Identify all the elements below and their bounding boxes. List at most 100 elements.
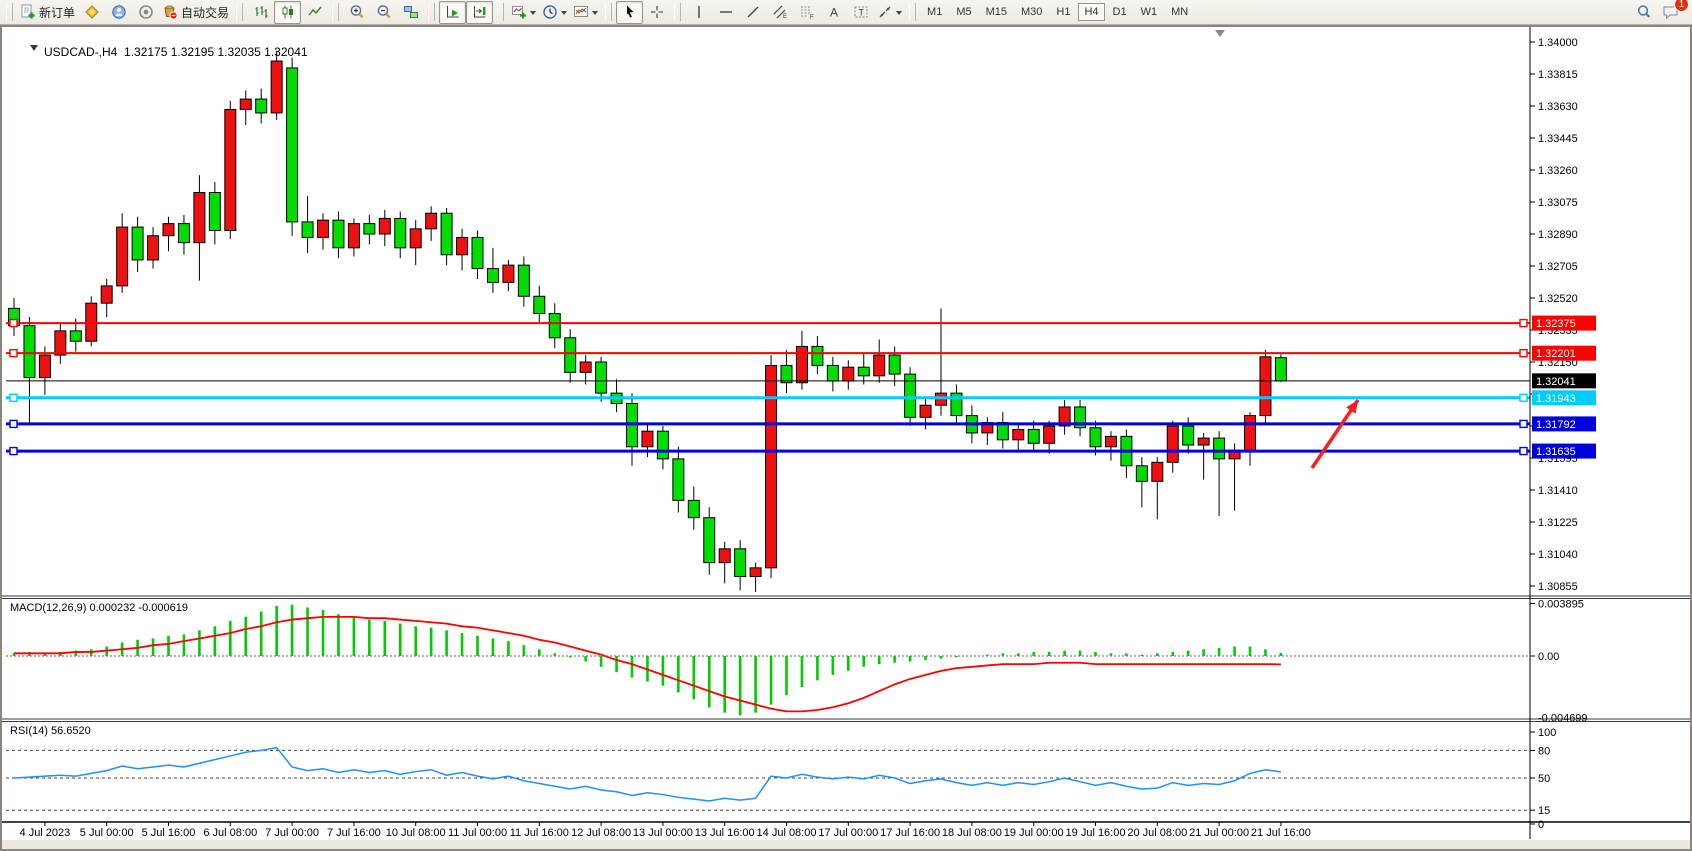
fibonacci-icon: F [800, 6, 814, 21]
horizontal-line[interactable] [6, 419, 1530, 429]
chart-window[interactable]: 1.34000 1.33815 1.33630 1.33445 1.33260 1.330… [0, 25, 1692, 851]
vertical-line-button[interactable] [685, 1, 712, 24]
search-icon [1637, 5, 1650, 18]
trendline-button[interactable] [739, 1, 766, 24]
svg-text:1.33075: 1.33075 [1538, 197, 1578, 209]
chart-canvas[interactable]: 1.34000 1.33815 1.33630 1.33445 1.33260 1.330… [2, 27, 1690, 849]
text-label-icon: T [854, 6, 868, 18]
arrows-icon [879, 6, 891, 18]
timeframe-d1[interactable]: D1 [1112, 6, 1127, 18]
horizontal-line[interactable] [6, 348, 1530, 358]
news-button[interactable] [132, 1, 159, 24]
text-button[interactable]: A [820, 1, 847, 24]
chart-shift-marker[interactable] [1215, 30, 1225, 37]
price-badge: 1.32375 [1532, 315, 1596, 331]
toolbar-grip[interactable] [428, 3, 436, 21]
svg-text:17 Jul 00:00: 17 Jul 00:00 [818, 827, 878, 839]
svg-text:1.32201: 1.32201 [1536, 348, 1576, 360]
bar-chart-button[interactable] [247, 1, 274, 24]
svg-text:19 Jul 16:00: 19 Jul 16:00 [1066, 827, 1126, 839]
candles-layer [8, 50, 1287, 593]
horizontal-line-icon [719, 11, 732, 13]
timeframe-mn[interactable]: MN [1171, 6, 1189, 18]
news-icon [138, 5, 153, 19]
new-order-button[interactable]: 新订单 [17, 1, 78, 24]
toolbar-grip[interactable] [497, 3, 505, 21]
svg-text:4 Jul 2023: 4 Jul 2023 [20, 827, 71, 839]
horizontal-line[interactable] [6, 393, 1530, 402]
svg-text:5 Jul 00:00: 5 Jul 00:00 [80, 827, 134, 839]
price-badge: 1.32201 [1532, 345, 1596, 361]
new-order-label: 新订单 [39, 5, 76, 20]
chart-shift-icon [473, 6, 486, 18]
toolbar-grip[interactable] [236, 3, 244, 21]
svg-text:E: E [783, 14, 787, 20]
timeframe-m5[interactable]: M5 [956, 6, 972, 18]
equidistant-channel-button[interactable]: E [766, 1, 793, 24]
timeframe-h1[interactable]: H1 [1056, 6, 1071, 18]
svg-text:12 Jul 08:00: 12 Jul 08:00 [571, 827, 631, 839]
navigator-button[interactable] [105, 1, 132, 24]
tile-windows-button[interactable] [397, 1, 424, 24]
line-chart-button[interactable] [301, 1, 328, 24]
toolbar-grip[interactable] [6, 3, 13, 21]
toolbar-grip[interactable] [674, 3, 682, 21]
svg-text:T: T [858, 8, 864, 18]
notification-badge: 1 [1674, 0, 1689, 12]
clock-icon [543, 5, 557, 19]
svg-text:5 Jul 16:00: 5 Jul 16:00 [142, 827, 196, 839]
svg-text:1.31040: 1.31040 [1538, 549, 1578, 561]
horizontal-line[interactable] [6, 318, 1530, 328]
templates-button[interactable] [570, 1, 601, 24]
price-axis[interactable]: 1.34000 1.33815 1.33630 1.33445 1.33260 1.330… [1529, 27, 1596, 839]
trend-arrow-annotation[interactable] [1310, 399, 1360, 469]
rsi-pane [6, 746, 1530, 811]
fibonacci-button[interactable]: F [793, 1, 820, 24]
candl estick-icon [282, 5, 293, 19]
notifications-button[interactable]: 1 [1657, 0, 1689, 24]
arrows-button[interactable] [874, 1, 905, 24]
horizontal-line[interactable] [6, 446, 1530, 456]
svg-text:13 Jul 16:00: 13 Jul 16:00 [695, 827, 755, 839]
autotrade-button[interactable]: 自动交易 [159, 1, 232, 24]
cursor-button[interactable] [616, 0, 644, 24]
toolbar: 新订单 [0, 0, 1692, 25]
svg-text:1.33260: 1.33260 [1538, 165, 1578, 177]
candlestick-button[interactable] [274, 0, 302, 24]
chart-shift-button[interactable] [466, 0, 494, 24]
search-button[interactable] [1630, 1, 1657, 24]
timeframe-m15[interactable]: M15 [985, 6, 1007, 18]
periods-button[interactable] [539, 1, 570, 24]
svg-text:F: F [810, 15, 814, 21]
horizontal-line-button[interactable] [712, 1, 739, 24]
crosshair-icon [650, 6, 663, 18]
text-label-button[interactable]: T [847, 1, 874, 24]
zoom-out-icon [377, 5, 391, 19]
zoom-out-button[interactable] [370, 1, 397, 24]
trendline-icon [747, 6, 759, 18]
crosshair-button[interactable] [643, 1, 670, 24]
svg-text:20 Jul 08:00: 20 Jul 08:00 [1127, 827, 1187, 839]
auto-scroll-button[interactable] [439, 0, 467, 24]
timeframe-w1[interactable]: W1 [1140, 6, 1158, 18]
bar-chart-icon [255, 6, 268, 18]
zoom-in-button[interactable] [343, 1, 370, 24]
timeframe-h4[interactable]: H4 [1078, 3, 1105, 21]
chevron-down-icon [592, 11, 599, 18]
timeframe-m1[interactable]: M1 [927, 6, 943, 18]
timeframe-m30[interactable]: M30 [1021, 6, 1043, 18]
chevron-down-icon [561, 11, 568, 18]
indicators-button[interactable] [508, 1, 539, 24]
time-axis[interactable]: 4 Jul 2023 5 Jul 00:00 5 Jul 16:00 6 Jul 08… [20, 822, 1311, 839]
svg-text:1.32520: 1.32520 [1538, 293, 1578, 305]
toolbar-grip[interactable] [605, 3, 613, 21]
toolbar-grip[interactable] [909, 3, 917, 21]
market-watch-icon [84, 5, 99, 19]
svg-text:13 Jul 00:00: 13 Jul 00:00 [633, 827, 693, 839]
market-watch-button[interactable] [78, 1, 105, 24]
svg-text:1.34000: 1.34000 [1538, 37, 1578, 49]
svg-text:1.31943: 1.31943 [1536, 393, 1576, 405]
auto-scroll-icon [446, 6, 459, 18]
svg-text:1.32375: 1.32375 [1536, 318, 1576, 330]
toolbar-grip[interactable] [332, 3, 340, 21]
